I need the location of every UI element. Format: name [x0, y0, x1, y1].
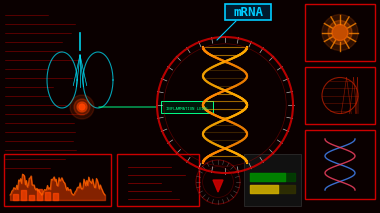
- Bar: [45, 192, 50, 200]
- FancyBboxPatch shape: [225, 4, 271, 20]
- Circle shape: [322, 14, 358, 50]
- FancyBboxPatch shape: [244, 154, 301, 206]
- Circle shape: [332, 24, 348, 40]
- FancyBboxPatch shape: [305, 4, 375, 61]
- FancyBboxPatch shape: [161, 101, 213, 113]
- Text: mRNA: mRNA: [233, 7, 263, 20]
- Bar: [21, 190, 26, 200]
- Bar: [53, 193, 58, 200]
- Bar: [13, 194, 18, 200]
- FancyBboxPatch shape: [4, 154, 111, 206]
- FancyBboxPatch shape: [117, 154, 199, 206]
- Bar: [29, 195, 34, 200]
- FancyBboxPatch shape: [305, 67, 375, 124]
- Polygon shape: [213, 180, 223, 192]
- Circle shape: [79, 104, 85, 110]
- Circle shape: [77, 102, 87, 112]
- Bar: [37, 189, 42, 200]
- Circle shape: [74, 99, 90, 115]
- FancyBboxPatch shape: [305, 130, 375, 199]
- Circle shape: [70, 95, 94, 119]
- Text: INFLAMMATION LEVEL: INFLAMMATION LEVEL: [166, 106, 208, 111]
- Circle shape: [328, 20, 352, 45]
